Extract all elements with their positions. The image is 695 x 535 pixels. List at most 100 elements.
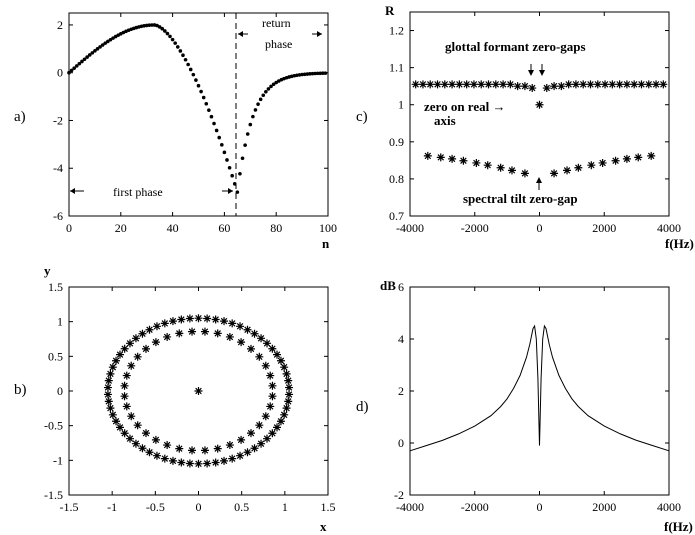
- y-tick-label: -1: [53, 453, 63, 467]
- y-tick-label: -6: [53, 209, 63, 223]
- zero-radius-point: [644, 80, 653, 89]
- glottal-zero-gaps-label: glottal formant zero-gaps: [445, 39, 586, 54]
- zero-radius-point: [652, 80, 661, 89]
- complex-zero-point: [127, 412, 136, 421]
- zero-radius-point: [593, 80, 602, 89]
- complex-zero-point: [285, 383, 294, 392]
- complex-zero-point: [194, 459, 203, 468]
- flow-sample-point: [95, 47, 100, 51]
- flow-sample-point: [87, 53, 92, 57]
- zero-radius-point: [571, 80, 580, 89]
- flow-sample-point: [103, 41, 108, 45]
- flow-sample-point: [77, 61, 82, 66]
- x-tick-label: 100: [319, 221, 337, 235]
- zero-radius-point: [440, 80, 449, 89]
- complex-zero-point: [122, 371, 131, 380]
- flow-sample-point: [90, 51, 95, 55]
- complex-zero-point: [261, 412, 270, 421]
- zero-radius-point: [659, 80, 668, 89]
- panel-d-marks: [409, 324, 670, 452]
- flow-sample-point: [157, 25, 162, 29]
- complex-zero-point: [177, 458, 186, 467]
- complex-zero-point: [152, 322, 161, 331]
- x-tick-label: -1.5: [60, 500, 79, 514]
- panel-a-label: a): [14, 109, 26, 125]
- y-tick-label: -2: [394, 488, 404, 502]
- complex-zero-point: [213, 329, 222, 338]
- zero-radius-point: [423, 151, 432, 160]
- spectral-tilt-zero-gap-label: spectral tilt zero-gap: [463, 191, 578, 206]
- zero-radius-point: [483, 161, 492, 170]
- complex-zero-point: [120, 392, 129, 401]
- complex-zero-point: [175, 444, 184, 453]
- zero-radius-point: [484, 80, 493, 89]
- zero-radius-point: [496, 163, 505, 172]
- flow-sample-point: [313, 71, 317, 76]
- zero-radius-point: [418, 80, 427, 89]
- zero-real-axis-label-line2: axis: [434, 113, 456, 128]
- x-tick-label: -4000: [396, 500, 424, 514]
- complex-zero-point: [115, 423, 124, 432]
- flow-sample-point: [194, 78, 198, 82]
- flow-sample-point: [310, 71, 315, 76]
- flow-sample-point: [240, 156, 245, 161]
- y-tick-label: 2: [57, 18, 63, 32]
- x-tick-label: 2000: [592, 221, 616, 235]
- flow-sample-point: [163, 29, 167, 33]
- return-phase-label-line1: return: [262, 16, 291, 30]
- flow-sample-point: [191, 72, 196, 77]
- complex-zero-point: [247, 429, 255, 438]
- zero-radius-point: [455, 80, 464, 89]
- return-phase-label-line2: phase: [265, 37, 292, 51]
- zero-radius-point: [472, 158, 481, 167]
- complex-zero-point: [108, 410, 117, 419]
- panel-b-ticks: -1.5 -1 -0.5 0 0.5 1 1.5 1.5 1 0.5 0 -0.5 -1 -1.5: [44, 280, 336, 514]
- zero-radius-point: [448, 80, 457, 89]
- complex-zero-point: [104, 397, 113, 406]
- complex-zero-point: [168, 317, 177, 326]
- zero-radius-point: [622, 80, 631, 89]
- x-tick-label: 1.5: [321, 500, 336, 514]
- zero-radius-point: [550, 82, 559, 91]
- complex-zero-point: [106, 369, 115, 378]
- zero-radius-point: [563, 166, 572, 175]
- flow-sample-point: [181, 53, 185, 58]
- first-phase-label: first phase: [113, 185, 163, 199]
- complex-zero-point: [203, 314, 212, 323]
- y-tick-label: -4: [53, 161, 63, 175]
- complex-zero-point: [133, 352, 142, 361]
- complex-zero-point: [145, 448, 154, 457]
- panel-d-axes: [409, 286, 670, 496]
- flow-sample-point: [251, 114, 255, 119]
- zero-radius-point: [622, 154, 631, 163]
- zero-radius-point: [448, 154, 457, 163]
- panel-c-label: c): [356, 109, 368, 125]
- complex-zero-point: [131, 439, 140, 448]
- complex-zero-point: [127, 361, 136, 370]
- zero-radius-point: [574, 163, 583, 172]
- zero-radius-point: [513, 82, 522, 91]
- complex-zero-point: [273, 423, 282, 432]
- zero-radius-point: [520, 82, 529, 91]
- complex-zero-point: [268, 429, 277, 438]
- x-tick-label: -2000: [461, 221, 489, 235]
- zero-radius-point: [608, 80, 617, 89]
- y-tick-label: 0.9: [389, 135, 404, 149]
- flow-sample-point: [80, 59, 84, 64]
- flow-sample-point: [321, 71, 325, 75]
- x-tick-label: 0: [66, 221, 72, 235]
- complex-zero-point: [257, 334, 266, 343]
- complex-zero-point: [120, 344, 129, 353]
- panel-c: c) -4000 -2000 0 2000 4000 1.2 1.1 1 0.9 0.8 0.7 R…: [356, 3, 694, 251]
- x-tick-label: -4000: [396, 221, 424, 235]
- zero-radius-point: [550, 169, 559, 178]
- x-tick-label: 2000: [592, 500, 616, 514]
- zero-radius-point: [637, 80, 646, 89]
- zero-radius-point: [411, 80, 420, 89]
- complex-zero-point: [108, 363, 117, 372]
- complex-zero-point: [228, 454, 237, 463]
- panel-a-marks: [67, 23, 328, 194]
- panel-c-marks: [411, 80, 668, 178]
- complex-zero-point: [266, 402, 275, 411]
- zero-radius-point: [601, 80, 610, 89]
